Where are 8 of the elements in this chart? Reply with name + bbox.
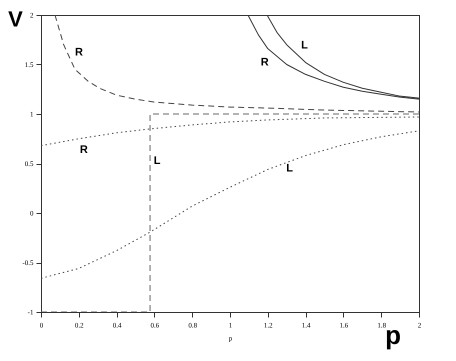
text: p: [385, 320, 401, 350]
series-label: R: [75, 46, 84, 58]
series-label: L: [154, 155, 161, 167]
y-axis-title: V: [8, 6, 24, 32]
series-label: R: [80, 144, 88, 156]
series-label: L: [286, 162, 294, 175]
series-label: L: [301, 39, 308, 52]
series-label: R: [260, 56, 269, 68]
